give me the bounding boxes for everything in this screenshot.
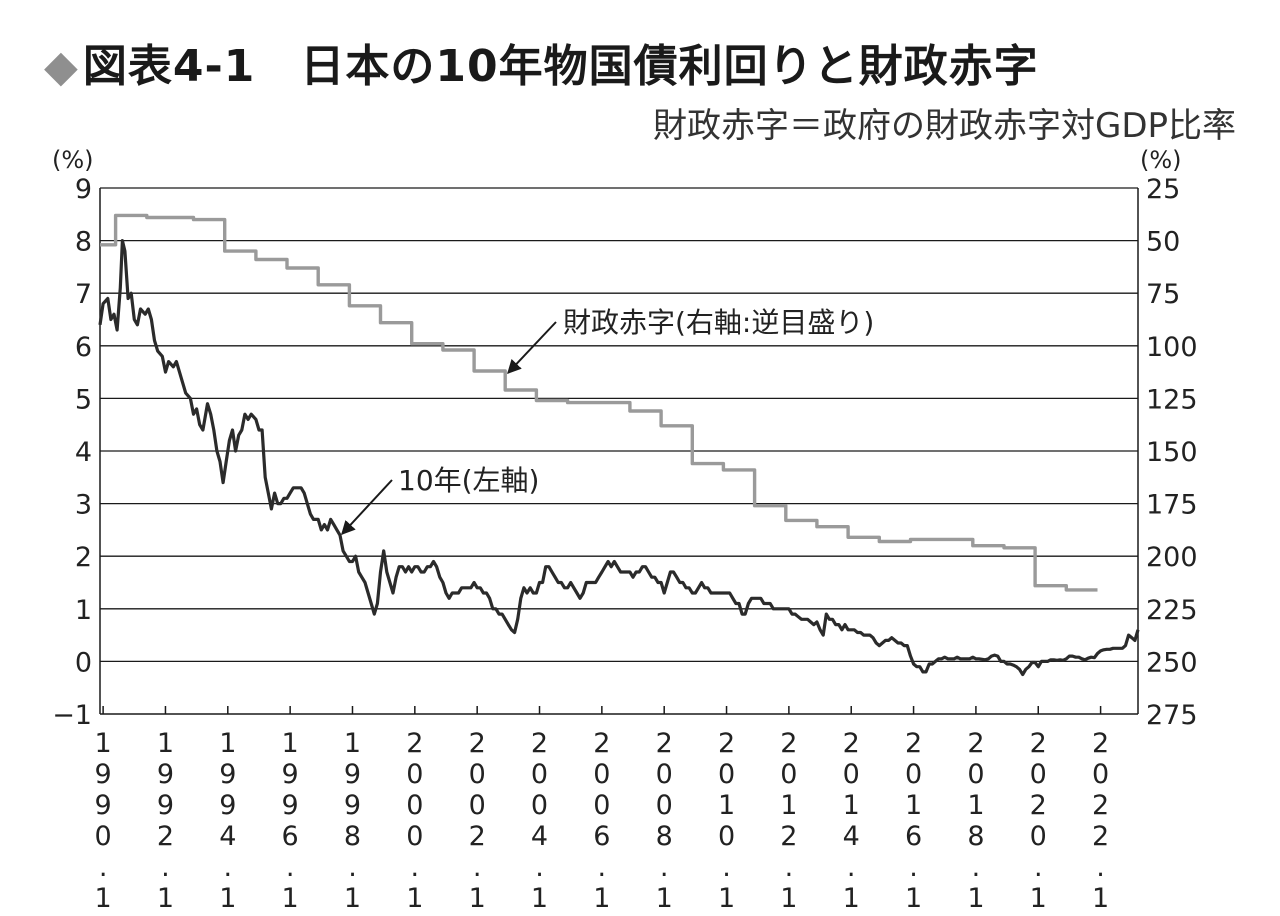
y-right-unit: (%) xyxy=(1140,146,1182,174)
y-right-tick-label: 175 xyxy=(1146,490,1198,521)
y-left-tick-label: 1 xyxy=(75,595,92,626)
y-left-tick-label: 3 xyxy=(75,490,92,521)
y-right-tick-label: 125 xyxy=(1146,384,1198,415)
y-right-tick-label: 200 xyxy=(1146,542,1198,573)
y-left-tick-label: −1 xyxy=(52,700,92,731)
y-left-tick-label: 4 xyxy=(75,437,92,468)
y-right-tick-label: 250 xyxy=(1146,647,1198,678)
title-text: 図表4-1 日本の10年物国債利回りと財政赤字 xyxy=(82,41,1039,92)
gridlines xyxy=(100,187,1138,663)
y-right-tick-label: 75 xyxy=(1146,279,1180,310)
y-right-tick-label: 275 xyxy=(1146,700,1198,731)
y-right-tick-label: 100 xyxy=(1146,332,1198,363)
axes xyxy=(99,188,1139,715)
y-left-tick-label: 7 xyxy=(75,279,92,310)
y-left-tick-label: 0 xyxy=(75,647,92,678)
y-left-tick-label: 9 xyxy=(75,174,92,205)
annotation-fiscal-deficit: 財政赤字(右軸:逆目盛り) xyxy=(563,306,874,339)
diamond-icon: ◆ xyxy=(44,41,79,92)
y-right-tick-label: 225 xyxy=(1146,595,1198,626)
y-right-tick-label: 25 xyxy=(1146,174,1180,205)
y-right-tick-label: 50 xyxy=(1146,227,1180,258)
series-line-fiscal-deficit xyxy=(100,213,1098,592)
y-left-tick-label: 6 xyxy=(75,332,92,363)
y-left-tick-label: 5 xyxy=(75,384,92,415)
annotation-arrow xyxy=(341,479,393,536)
y-left-unit: (%) xyxy=(52,146,94,174)
chart-title: ◆図表4-1 日本の10年物国債利回りと財政赤字 xyxy=(44,30,1039,94)
y-left-tick-label: 8 xyxy=(75,227,92,258)
y-left-tick-label: 2 xyxy=(75,542,92,573)
series-line-yield-10y xyxy=(98,239,1140,677)
series-lines xyxy=(98,213,1140,677)
annotations: 財政赤字(右軸:逆目盛り) 10年(左軸) xyxy=(341,306,874,536)
chart-subtitle: 財政赤字＝政府の財政赤字対GDP比率 xyxy=(652,106,1236,146)
y-right-tick-label: 150 xyxy=(1146,437,1198,468)
annotation-yield: 10年(左軸) xyxy=(398,464,539,497)
annotation-arrow xyxy=(507,321,557,375)
tick-labels: 9 8 7 6 5 4 3 2 1 0 −1 25 50 75 100 125 150 175 200 225 250 2… xyxy=(52,146,1198,914)
